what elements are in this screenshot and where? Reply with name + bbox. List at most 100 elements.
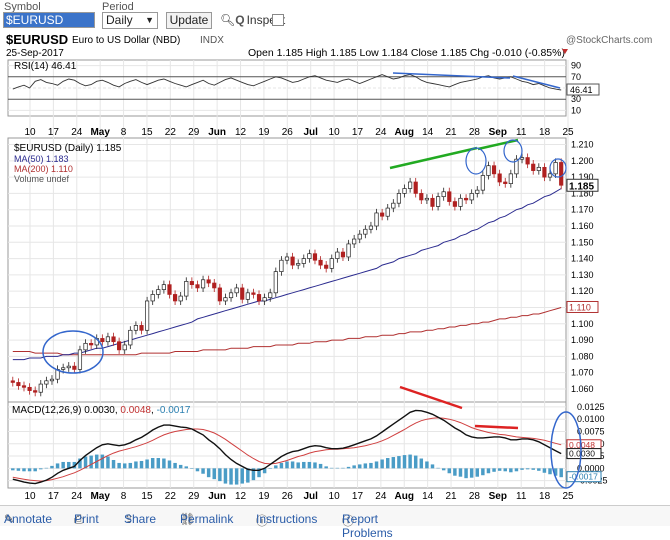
candle: [458, 197, 463, 207]
macd-hist-bar: [67, 461, 71, 469]
macd-hist-bar: [44, 467, 49, 469]
candle: [122, 344, 127, 351]
x-tick-label: 10: [24, 127, 36, 138]
x-tick-label: Jun: [208, 127, 226, 138]
macd-last-label: 0.0048: [569, 440, 595, 450]
candle: [245, 292, 250, 300]
legend-ma200: MA(200) 1.110: [14, 164, 73, 174]
macd-hist-bar: [380, 459, 384, 469]
header-date: 25-Sep-2017: [6, 48, 64, 59]
candle: [452, 201, 457, 207]
candle: [105, 336, 111, 343]
macd-hist-bar: [156, 458, 161, 469]
candle: [419, 193, 424, 201]
candle: [363, 228, 368, 235]
candle: [436, 196, 441, 207]
macd-hist-bar: [402, 455, 407, 469]
macd-hist-bar: [318, 463, 323, 469]
x-tick-label: 18: [539, 127, 551, 138]
candle: [83, 342, 88, 351]
macd-hist-bar: [352, 465, 356, 469]
candle: [335, 251, 340, 259]
macd-hist-bar: [22, 468, 26, 472]
macd-hist-bar: [72, 461, 77, 469]
x-tick-label: 26: [282, 491, 294, 502]
macd-hist-bar: [89, 455, 93, 469]
candle: [66, 365, 71, 369]
x-tick-label: 22: [165, 491, 177, 502]
macd-hist-bar: [503, 468, 507, 472]
price-tick-label: 1.180: [571, 188, 594, 198]
candle: [21, 385, 27, 388]
macd-hist-bar: [167, 460, 172, 469]
x-tick-label: 8: [121, 127, 127, 138]
macd-hist-bar: [223, 468, 228, 484]
price-tick-label: 1.090: [571, 335, 594, 345]
symbol-input[interactable]: [3, 12, 95, 28]
period-select[interactable]: Daily ▼: [102, 12, 158, 29]
price-tick-label: 1.150: [571, 237, 594, 247]
macd-hist-bar: [369, 462, 373, 469]
candle: [27, 386, 32, 391]
macd-hist-bar: [520, 468, 524, 470]
macd-hist-bar: [330, 467, 334, 469]
candle: [547, 173, 553, 178]
candle: [156, 289, 161, 295]
macd-hist-bar: [257, 468, 261, 478]
macd-hist-bar: [27, 468, 32, 472]
macd-hist-bar: [475, 468, 479, 477]
candle: [44, 380, 49, 385]
candle: [150, 294, 155, 302]
macd-tick-label: 0.0000: [577, 463, 605, 473]
low-circle: [42, 330, 104, 374]
candle: [172, 294, 178, 302]
header-exchange: INDX: [200, 35, 224, 46]
x-tick-label: 25: [562, 127, 574, 138]
candle: [167, 284, 172, 295]
candle: [200, 279, 206, 289]
macd-hist-bar: [324, 466, 328, 469]
candle: [525, 157, 530, 165]
candle: [424, 197, 429, 201]
price-tick-label: 1.070: [571, 368, 594, 378]
candle: [61, 367, 66, 370]
x-tick-label: Aug: [395, 491, 414, 502]
macd-hist-bar: [302, 461, 306, 469]
candle: [145, 300, 150, 331]
macd-hist-bar: [229, 468, 233, 485]
candle: [189, 281, 194, 286]
x-tick-label: 14: [422, 491, 434, 502]
x-tick-label: 21: [445, 491, 457, 502]
candle: [223, 297, 228, 302]
macd-hist-bar: [397, 456, 401, 469]
candle: [441, 191, 446, 198]
candle: [212, 282, 217, 289]
candle: [262, 297, 267, 302]
candle: [251, 292, 256, 295]
candle: [559, 162, 564, 186]
macd-hist-bar: [497, 468, 502, 471]
inspect-checkbox[interactable]: [272, 14, 284, 26]
candle: [357, 233, 362, 240]
macd-hist-bar: [195, 468, 200, 472]
candle: [284, 256, 290, 261]
candle: [536, 166, 541, 171]
x-tick-label: 11: [516, 127, 527, 138]
update-button[interactable]: Update: [166, 12, 212, 29]
x-tick-label: 17: [352, 491, 364, 502]
macd-hist-bar: [240, 468, 244, 484]
macd-hist-bar: [408, 454, 412, 469]
candle: [206, 279, 211, 284]
macd-signal-line: [12, 417, 562, 482]
candle: [352, 238, 357, 245]
macd-hist-bar: [83, 456, 88, 469]
x-tick-label: 25: [562, 491, 574, 502]
x-tick-label: 15: [141, 491, 153, 502]
price-last-label: 1.185: [569, 181, 594, 192]
macd-hist-bar: [39, 468, 43, 470]
macd-last-box: [566, 448, 602, 460]
search-icon: 🔍︎: [220, 13, 236, 27]
candle: [178, 295, 183, 302]
macd-hist-bar: [548, 468, 552, 475]
candle: [10, 380, 15, 383]
